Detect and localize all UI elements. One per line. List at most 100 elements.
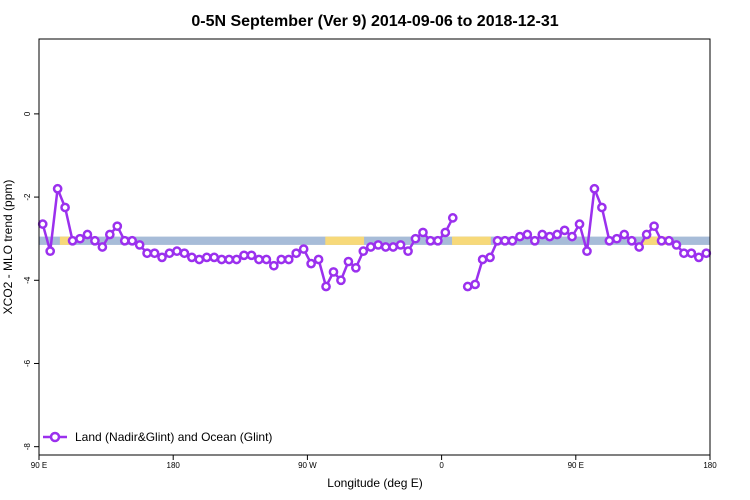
x-axis-label: Longitude (deg E) [327,476,422,490]
data-point [604,235,615,246]
data-point [522,229,533,240]
data-point [582,246,592,257]
data-point [343,256,354,267]
data-point [283,254,294,265]
data-point [515,231,525,242]
data-point [619,229,630,240]
data-point [418,227,428,238]
x-tick-label: 180 [703,461,717,470]
data-point [336,275,346,286]
data-point [127,235,138,246]
y-tick-label: -6 [23,359,32,367]
data-point [261,254,272,265]
data-point [611,233,622,244]
data-point [142,248,152,259]
data-point [194,254,205,265]
data-point [60,202,70,213]
data-point [134,240,145,250]
data-point [410,233,421,244]
data-point [395,240,406,250]
data-point [298,244,309,254]
y-tick-label: -8 [23,443,32,451]
data-point [686,248,697,259]
data-point [157,252,167,263]
data-point [656,235,667,246]
data-point [388,242,398,252]
data-point [507,235,518,246]
data-point [321,281,331,292]
data-point [492,235,503,246]
data-point [254,254,264,265]
data-point [500,235,510,246]
data-point [119,235,130,246]
data-point [462,281,473,292]
data-point [313,254,324,265]
land-band-segment [325,236,365,245]
data-point [97,242,108,252]
data-point [231,254,242,265]
data-point [82,229,93,240]
x-tick-label: 90 E [31,461,47,470]
data-point [306,258,316,269]
data-point [149,248,160,259]
data-point [380,242,391,252]
data-point [477,254,488,265]
data-point [172,246,182,257]
x-tick-label: 90 E [568,461,584,470]
data-point [209,252,220,263]
data-point [276,254,287,265]
land-band-segment [642,236,670,245]
data-point [440,227,451,238]
y-axis: 0 -2 -4 -6 -8 [23,111,39,450]
legend: Land (Nadir&Glint) and Ocean (Glint) [43,430,272,444]
data-point [679,248,689,259]
data-point [164,248,175,259]
data-point [544,231,555,242]
data-point [626,235,637,246]
y-tick-label: -4 [23,276,32,284]
land-band-segment [452,236,491,245]
series-layer [37,183,712,292]
data-point [559,225,570,236]
data-point [634,242,645,252]
data-point [269,260,279,271]
x-tick-label: 90 W [298,461,317,470]
data-point [365,242,376,252]
data-point [433,235,443,246]
legend-swatch-marker [49,431,61,443]
data-point [52,183,63,194]
legend-label: Land (Nadir&Glint) and Ocean (Glint) [75,430,272,444]
surface-band [39,236,710,245]
data-point [201,252,212,263]
data-point [67,235,78,246]
data-point [671,240,682,250]
data-point [291,248,302,259]
data-point [358,246,369,257]
chart-title: 0-5N September (Ver 9) 2014-09-06 to 201… [191,13,558,30]
data-point [112,221,123,232]
data-point [447,213,458,223]
data-point [485,252,495,263]
data-point [351,262,361,273]
data-point [574,219,585,229]
data-point [328,267,339,277]
data-point [552,229,563,240]
data-point [90,235,100,246]
data-point [693,252,704,263]
data-point [649,221,659,232]
data-point [186,252,197,263]
data-point [664,235,674,246]
data-point [589,183,600,194]
data-point [701,248,712,259]
data-point [403,246,413,257]
plot-frame [38,38,711,456]
data-point [537,229,548,240]
data-point [597,202,607,213]
data-point [567,231,577,242]
x-tick-label: 0 [439,461,444,470]
y-axis-label: XCO2 - MLO trend (ppm) [1,180,15,315]
data-point [37,219,48,229]
data-point [179,248,190,259]
x-axis: 90 E 180 90 W 0 90 E 180 [31,455,717,470]
